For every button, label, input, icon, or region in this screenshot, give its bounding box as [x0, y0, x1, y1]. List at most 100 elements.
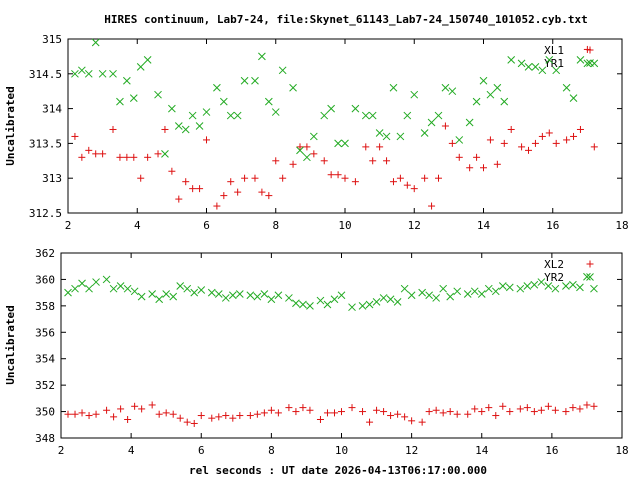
bottom-point-yr2: [484, 284, 493, 293]
bottom-x-tick-label: 8: [268, 444, 275, 457]
bottom-point-yr2: [155, 295, 164, 304]
bottom-point-yr2: [197, 286, 206, 294]
top-point-xl1: [144, 153, 152, 161]
top-point-yr1: [233, 111, 242, 120]
bottom-point-xl2: [394, 410, 402, 418]
top-x-tick-label: 8: [272, 219, 279, 232]
top-point-yr1: [420, 129, 429, 137]
top-point-yr1: [590, 59, 599, 68]
top-point-xl1: [327, 171, 335, 179]
bottom-point-xl2: [471, 405, 479, 413]
bottom-point-yr2: [285, 294, 293, 302]
bottom-point-yr2: [260, 290, 269, 298]
bottom-point-xl2: [222, 412, 230, 420]
bottom-point-xl2: [523, 404, 531, 412]
bottom-point-yr2: [544, 282, 553, 290]
top-point-yr1: [278, 66, 287, 75]
bottom-point-xl2: [330, 409, 338, 417]
top-point-yr1: [368, 111, 377, 120]
top-point-yr1: [168, 104, 176, 113]
bottom-point-yr2: [92, 278, 100, 286]
top-point-xl1: [154, 150, 162, 158]
bottom-point-xl2: [478, 408, 486, 416]
top-point-xl1: [545, 129, 553, 137]
bottom-point-yr2: [323, 300, 332, 309]
top-point-yr1: [240, 76, 249, 85]
top-point-xl1: [531, 139, 539, 147]
top-point-xl1: [241, 174, 249, 182]
top-point-yr1: [351, 104, 360, 113]
top-point-yr1: [109, 69, 117, 78]
top-y-tick-label: 314.5: [29, 68, 62, 81]
top-point-yr1: [427, 118, 436, 127]
bottom-point-yr2: [432, 294, 441, 302]
bottom-point-yr2: [569, 280, 577, 289]
top-point-yr1: [264, 97, 273, 106]
bottom-x-tick-label: 4: [128, 444, 135, 457]
bottom-point-yr2: [169, 292, 178, 301]
bottom-point-yr2: [551, 284, 560, 293]
top-x-tick-label: 10: [338, 219, 351, 232]
top-point-yr1: [219, 97, 228, 106]
top-point-yr1: [396, 132, 405, 141]
bottom-point-yr2: [148, 290, 157, 298]
bottom-point-yr2: [348, 303, 356, 312]
top-point-xl1: [434, 174, 442, 182]
bottom-point-xl2: [544, 402, 552, 410]
bottom-point-yr2: [116, 282, 125, 290]
top-point-xl1: [473, 153, 481, 161]
bottom-x-tick-label: 6: [198, 444, 205, 457]
bottom-point-xl2: [432, 406, 440, 414]
bottom-point-yr2: [292, 299, 300, 308]
bottom-x-tick-label: 18: [615, 444, 628, 457]
top-point-xl1: [85, 146, 93, 154]
top-legend-label-xl1: XL1: [544, 44, 564, 57]
bottom-point-yr2: [78, 279, 86, 288]
bottom-y-axis-label: Uncalibrated: [4, 305, 17, 384]
bottom-point-yr2: [235, 290, 244, 298]
top-point-xl1: [500, 139, 508, 147]
bottom-point-xl2: [464, 410, 472, 418]
bottom-point-xl2: [246, 412, 254, 420]
top-point-xl1: [289, 160, 297, 168]
top-x-tick-label: 14: [477, 219, 491, 232]
bottom-point-xl2: [138, 405, 146, 413]
top-x-tick-label: 4: [134, 219, 141, 232]
bottom-point-xl2: [425, 408, 433, 416]
bottom-point-xl2: [208, 414, 216, 422]
bottom-point-xl2: [366, 418, 374, 426]
bottom-point-yr2: [537, 278, 546, 286]
top-x-tick-label: 18: [615, 219, 628, 232]
bottom-point-yr2: [372, 298, 381, 306]
top-point-yr1: [389, 83, 398, 92]
bottom-point-yr2: [576, 283, 584, 292]
top-point-xl1: [493, 160, 501, 168]
top-plot-panel: 2 4 6 8 10 12 14 16 18 312.5 313 313.5 314 314.5 315 Un…: [4, 33, 629, 232]
top-point-yr1: [71, 69, 79, 78]
bottom-point-yr2: [176, 282, 185, 290]
bottom-point-xl2: [359, 408, 367, 416]
bottom-point-yr2: [523, 282, 532, 290]
bottom-point-yr2: [228, 291, 237, 300]
bottom-point-xl2: [323, 409, 331, 417]
bottom-point-yr2: [221, 294, 230, 302]
top-point-xl1: [234, 188, 242, 196]
bottom-point-yr2: [253, 292, 262, 301]
bottom-point-yr2: [102, 275, 111, 284]
bottom-y-tick-label: 352: [35, 379, 55, 392]
bottom-point-yr2: [358, 302, 367, 310]
bottom-point-xl2: [155, 410, 163, 418]
top-point-xl1: [486, 136, 494, 144]
top-x-tick-label: 6: [203, 219, 210, 232]
top-y-tick-label: 314: [42, 103, 62, 116]
top-point-yr1: [434, 111, 443, 120]
bottom-point-xl2: [267, 406, 275, 414]
top-point-xl1: [265, 192, 273, 200]
bottom-point-xl2: [576, 405, 584, 413]
bottom-point-xl2: [292, 408, 300, 416]
top-point-yr1: [552, 66, 561, 75]
top-point-xl1: [251, 174, 259, 182]
top-point-yr1: [531, 62, 540, 71]
bottom-point-xl2: [197, 412, 205, 420]
bottom-x-tick-label: 12: [405, 444, 418, 457]
